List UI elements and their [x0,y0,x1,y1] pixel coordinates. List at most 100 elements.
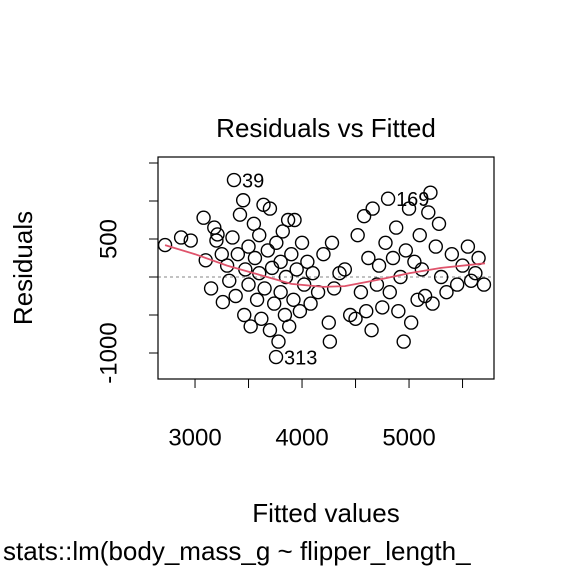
point [401,201,417,216]
point [371,258,387,273]
point [364,323,379,338]
point [350,228,365,243]
point [324,235,340,251]
point [359,304,374,319]
x-axis-label: Fitted values [252,498,399,528]
point [348,311,363,327]
point [433,269,449,285]
y-tick-label: -1000 [95,322,122,383]
point [425,296,440,311]
point [209,233,224,248]
point [365,201,380,216]
point [247,250,263,266]
point [421,205,436,220]
point [241,277,256,292]
point [267,296,282,311]
point [230,247,246,262]
point-label: 313 [284,347,317,369]
point [235,193,251,208]
point [423,185,438,200]
point [321,315,336,330]
point [273,254,288,270]
point [222,273,237,289]
x-tick-label: 5000 [382,424,435,451]
point [417,288,433,304]
point [237,307,252,323]
point [428,239,443,254]
point [241,239,256,254]
point [322,334,338,349]
point [232,207,248,222]
point [268,349,284,365]
point [203,281,219,296]
point [280,212,296,228]
point [356,209,372,224]
point [225,230,240,245]
point [391,304,406,319]
point [369,277,385,292]
point [378,235,393,251]
point [468,266,483,281]
point [214,247,229,262]
point [262,201,278,216]
point [284,247,299,262]
point [257,281,272,296]
point [398,243,414,258]
point [215,294,231,310]
point [460,239,476,254]
point [382,285,397,300]
point [269,235,284,251]
point [252,228,267,243]
point [254,311,269,327]
point [287,212,302,228]
point [303,296,318,311]
point [305,266,320,281]
point [292,304,308,319]
point-label: 39 [242,170,264,192]
point [361,250,376,266]
point [449,277,465,292]
point [286,292,301,308]
plot-frame [157,156,495,380]
subtitle: stats::lm(body_mass_g ~ flipper_length_ [3,536,471,566]
point [439,285,454,300]
point [275,224,290,239]
point [260,243,275,258]
point [262,323,278,338]
point [273,285,288,300]
point [289,262,304,277]
point [243,319,258,334]
point [226,172,242,188]
y-tick-label: 500 [95,219,122,259]
point [463,273,479,289]
point [388,220,404,235]
point [271,334,286,349]
point [337,262,353,277]
point [412,228,427,243]
point [249,292,265,308]
point [396,334,411,349]
chart-title: Residuals vs Fitted [216,113,436,143]
point [476,277,492,292]
point [326,281,342,296]
point [353,285,369,300]
x-tick-label: 4000 [275,424,328,451]
smooth-line [164,244,486,288]
point [294,235,310,251]
point [431,216,447,232]
point [196,210,211,225]
point [246,216,262,232]
point [183,233,198,248]
point [385,250,401,266]
point [410,292,425,308]
point [375,300,390,315]
point [210,227,225,242]
point [316,247,331,262]
y-axis-label: Residuals [8,211,38,325]
point [300,254,315,270]
point [407,254,422,270]
point [444,247,460,262]
point [380,191,396,206]
